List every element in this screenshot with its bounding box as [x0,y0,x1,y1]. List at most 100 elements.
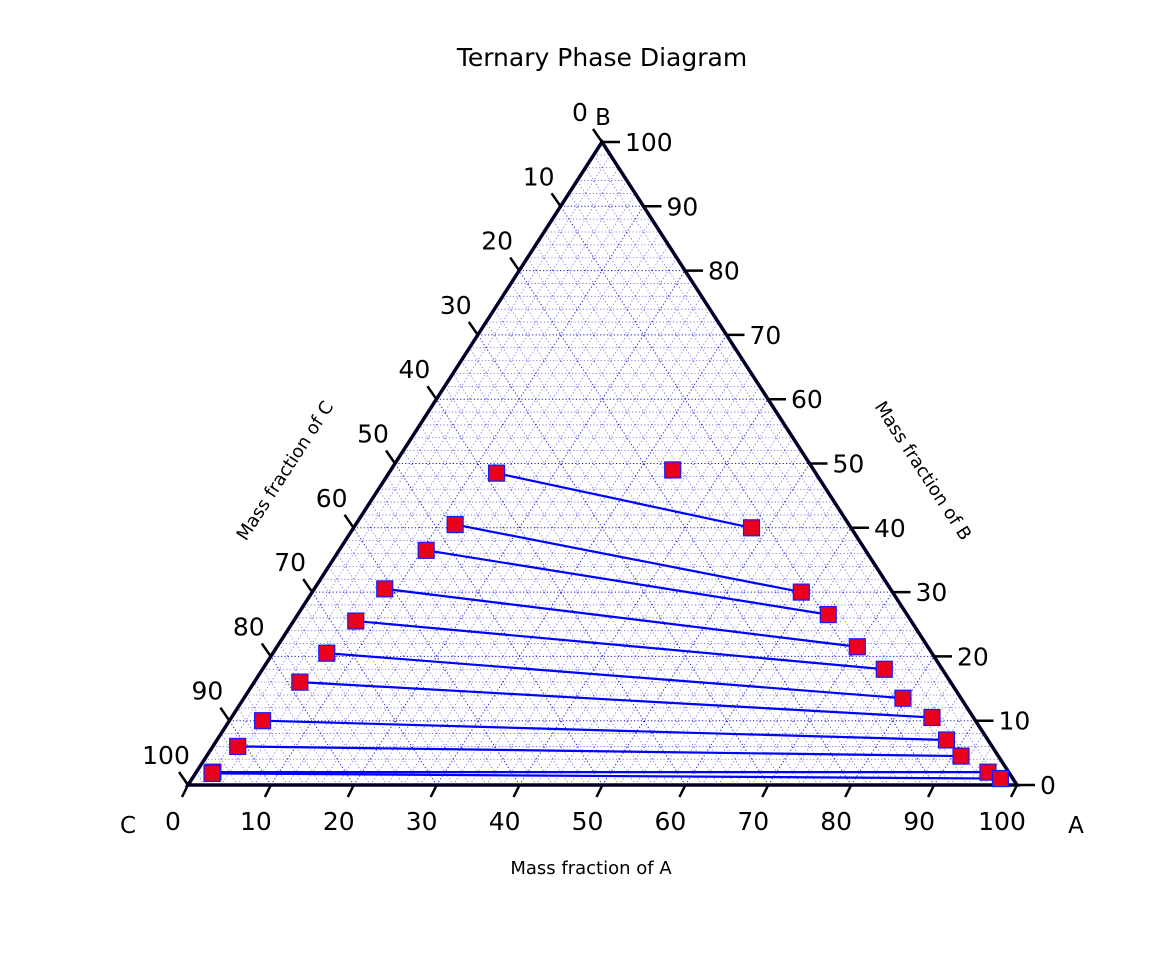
tick-a [346,784,355,798]
data-point [203,764,221,783]
grid-line [220,733,255,786]
tick-label-c: 60 [316,484,348,513]
tick-c [260,642,272,658]
data-point [487,464,506,482]
tick-label-a: 100 [978,807,1026,836]
ternary-ticks: 0 0 0 10 10 10 20 20 20 30 30 30 40 40 40 50 50 50 60 60 60 7… [142,98,1056,836]
tick-label-a: 80 [820,807,852,836]
chart-title: Ternary Phase Diagram [456,43,747,72]
tick-label-b: 60 [791,385,823,414]
grid-line [452,373,719,786]
tie-line [425,549,829,616]
grid-line [378,489,570,786]
grid-line [460,360,736,786]
tie-lines [212,472,1001,780]
tie-line [496,472,752,529]
grid-line [394,463,603,786]
data-markers [203,461,1010,788]
tie-line [454,523,802,594]
data-point [318,644,336,662]
grid-line [867,669,943,786]
grid-line [469,360,744,786]
grid-line [311,591,438,786]
tick-label-c: 80 [233,612,265,641]
data-point [417,541,435,559]
tie-line [237,745,962,758]
data-point [923,708,941,727]
data-point [792,583,810,601]
tick-label-c: 100 [142,741,190,770]
grid-line [801,617,910,786]
data-point [347,612,365,630]
tick-label-c: 20 [481,227,513,256]
tick-c [426,385,438,400]
tick-label-c: 90 [191,677,223,706]
tick-a [263,784,273,798]
grid-line [834,643,927,786]
corner-label-b: B [595,105,611,131]
tick-c [343,514,355,529]
tick-a [595,784,604,798]
tick-c [591,128,604,143]
tie-line [299,681,933,719]
grid-line [436,334,727,786]
tick-label-a: 0 [165,807,181,836]
tick-a [761,784,770,798]
grid-line [228,720,272,786]
axis-label-a: Mass fraction of A [510,858,672,879]
data-point [952,747,970,765]
data-point [291,673,309,691]
grid-line [576,180,968,786]
tick-c [509,256,521,272]
grid-line [287,630,388,786]
grid-line [734,566,877,786]
grid-line [278,643,371,786]
tick-c [302,578,314,593]
tick-label-b: 80 [708,257,740,286]
tick-label-b: 0 [1040,771,1056,800]
tie-line [212,772,1001,780]
grid-line [510,283,835,786]
data-point [937,731,956,749]
grid-line [900,694,960,786]
tick-a [678,784,687,798]
tick-label-c: 10 [523,162,555,191]
grid-line [668,514,844,786]
grid-line [427,411,670,786]
grid-line [320,579,454,786]
grid-line [784,604,902,786]
tie-line [262,719,947,742]
tick-a [926,784,936,798]
data-point [253,712,272,730]
grid-line [237,180,628,786]
tick-a [512,784,521,798]
grid-line [593,154,1001,786]
data-point [376,580,394,598]
grid-line [344,540,504,786]
tick-label-c: 40 [398,355,430,384]
grid-line [253,681,321,786]
tie-line [355,619,885,671]
grid-line [270,206,644,786]
tick-label-c: 0 [572,98,588,127]
grid-line [328,566,471,786]
tick-label-a: 90 [903,807,935,836]
grid-line [386,476,587,786]
tick-label-c: 30 [440,291,472,320]
tick-label-b: 70 [750,321,782,350]
tick-c [219,706,231,722]
data-point [819,606,837,624]
tick-label-b: 50 [833,450,865,479]
grid-line [527,257,869,786]
tick-c [384,449,397,465]
grid-line [303,231,661,786]
tick-label-a: 10 [240,807,272,836]
tick-label-c: 50 [357,420,389,449]
tick-label-b: 90 [667,192,699,221]
tick-c [177,771,190,786]
tick-label-a: 20 [323,807,355,836]
grid-line [494,308,802,786]
data-point [848,638,866,656]
tick-label-b: 30 [916,578,948,607]
grid-line [602,463,810,786]
